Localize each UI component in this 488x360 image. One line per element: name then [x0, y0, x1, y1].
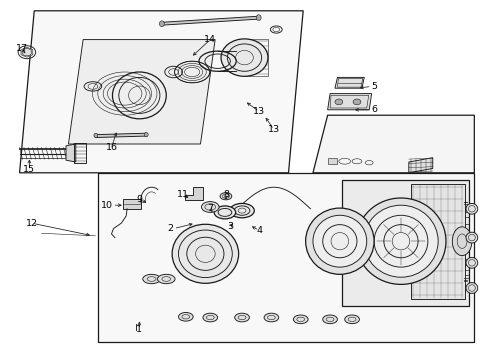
- Ellipse shape: [465, 257, 477, 268]
- Ellipse shape: [214, 206, 235, 219]
- Ellipse shape: [465, 203, 477, 214]
- Text: 14: 14: [204, 35, 216, 44]
- Polygon shape: [410, 184, 464, 299]
- Ellipse shape: [305, 208, 373, 274]
- Ellipse shape: [172, 224, 238, 283]
- Ellipse shape: [264, 313, 278, 322]
- Ellipse shape: [221, 39, 267, 76]
- Text: 4: 4: [256, 226, 262, 235]
- Ellipse shape: [220, 193, 231, 200]
- Ellipse shape: [352, 99, 360, 105]
- Text: 5: 5: [371, 82, 377, 91]
- Ellipse shape: [201, 202, 219, 212]
- Text: 6: 6: [371, 105, 377, 114]
- Ellipse shape: [312, 215, 366, 267]
- Text: 10: 10: [100, 201, 112, 210]
- Ellipse shape: [234, 313, 249, 322]
- Ellipse shape: [159, 21, 164, 27]
- Text: 9: 9: [136, 195, 142, 204]
- Ellipse shape: [451, 227, 471, 256]
- Ellipse shape: [344, 315, 359, 324]
- Ellipse shape: [355, 198, 445, 284]
- Polygon shape: [95, 133, 146, 138]
- Text: 1: 1: [136, 325, 142, 334]
- Polygon shape: [327, 158, 337, 164]
- Ellipse shape: [465, 283, 477, 293]
- Ellipse shape: [178, 312, 193, 321]
- Ellipse shape: [142, 274, 160, 284]
- Text: 15: 15: [23, 165, 35, 174]
- Ellipse shape: [322, 315, 337, 324]
- Polygon shape: [68, 40, 215, 144]
- Ellipse shape: [229, 203, 254, 218]
- Ellipse shape: [465, 232, 477, 243]
- Text: 8: 8: [223, 190, 228, 199]
- Polygon shape: [342, 180, 468, 306]
- Polygon shape: [161, 16, 259, 25]
- Text: 13: 13: [253, 107, 264, 116]
- Polygon shape: [66, 144, 76, 162]
- Polygon shape: [312, 115, 473, 173]
- Text: 3: 3: [226, 222, 232, 231]
- Ellipse shape: [144, 132, 148, 137]
- Polygon shape: [408, 158, 432, 173]
- Text: 2: 2: [167, 224, 173, 233]
- Text: 11: 11: [177, 190, 189, 199]
- Text: 12: 12: [26, 219, 38, 228]
- Ellipse shape: [334, 99, 342, 105]
- Polygon shape: [21, 47, 33, 57]
- Ellipse shape: [363, 205, 437, 277]
- Ellipse shape: [203, 313, 217, 322]
- Polygon shape: [123, 199, 141, 209]
- Text: 7: 7: [207, 204, 213, 213]
- Polygon shape: [98, 173, 473, 342]
- Polygon shape: [20, 11, 303, 173]
- Text: 16: 16: [105, 143, 117, 152]
- Ellipse shape: [157, 274, 175, 284]
- Ellipse shape: [94, 133, 98, 138]
- Polygon shape: [327, 94, 371, 110]
- Polygon shape: [184, 187, 203, 200]
- Polygon shape: [334, 77, 364, 88]
- Ellipse shape: [293, 315, 307, 324]
- Text: 17: 17: [16, 44, 28, 53]
- Ellipse shape: [256, 15, 261, 21]
- Text: 13: 13: [267, 125, 279, 134]
